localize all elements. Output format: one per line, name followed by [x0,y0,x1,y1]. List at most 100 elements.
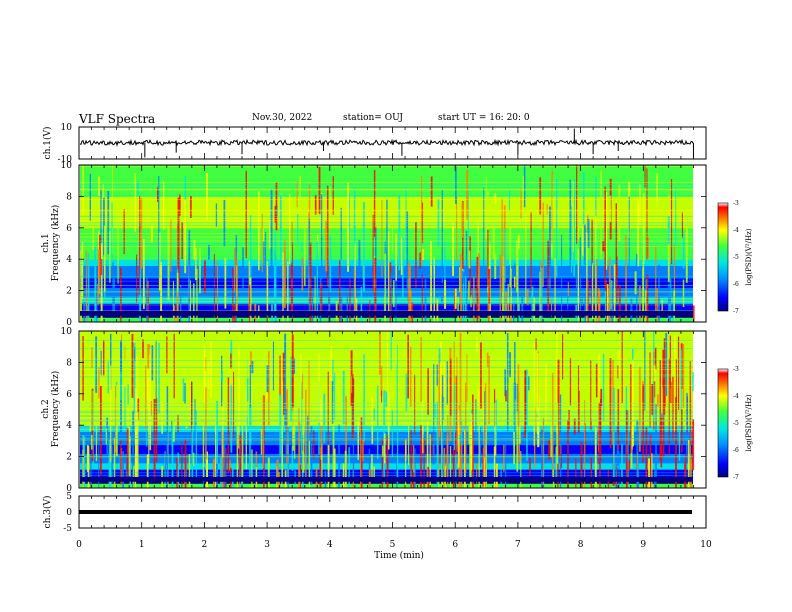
spectrogram-streak [651,453,653,488]
spectrogram-streak [239,435,242,476]
spectrogram-streak [483,187,485,270]
y-tick-label: 6 [66,224,72,234]
spectrogram-streak [149,347,152,366]
spectrogram-streak [556,403,559,470]
spectrogram-band [80,165,693,197]
spectrogram-streak [82,435,84,488]
spectrogram-streak [606,284,609,322]
colorbar-tick-label: -4 [733,393,739,400]
x-tick-label: 9 [640,540,646,550]
spectrogram-streak [98,367,100,399]
spectrogram-line [80,439,693,441]
spectrogram-streak [147,359,149,409]
spectrogram-streak [644,331,646,411]
spectrogram-streak [498,411,501,425]
spectrogram-streak [554,258,556,322]
spectrogram-streak [642,384,644,463]
spectrogram-streak [600,170,602,259]
spectrogram-streak [434,402,436,419]
spectrogram-line [80,301,693,303]
spectrogram-streak [581,293,584,306]
spectrogram-streak [514,383,517,400]
spectrogram-line [80,367,693,368]
spectrogram-streak [319,447,322,488]
spectrogram-streak [378,333,381,375]
ch2-colorbar-label: log(PSD)(V²/Hz) [745,394,753,451]
spectrogram-streak [299,176,302,219]
spectrogram-streak [648,458,651,488]
spectrogram-streak [419,252,421,269]
spectrogram-streak [95,417,98,462]
spectrogram-streak [137,398,140,421]
spectrogram-line [80,189,693,191]
spectrogram-streak [81,242,84,300]
spectrogram-streak [329,186,331,205]
spectrogram-streak [132,411,135,488]
spectrogram-streak [537,352,539,448]
spectrogram-streak [158,343,160,414]
spectrogram-streak [341,342,344,411]
spectrogram-streak [82,165,84,215]
spectrogram-streak [111,202,113,261]
ch1-spectrogram-ylabel-line1: ch.1 [41,233,51,252]
ch2-colorbar-scale [717,368,729,478]
spectrogram-line [80,276,693,277]
y-tick-label: 2 [66,453,72,463]
spectrogram-line [80,406,693,408]
spectrogram-streak [151,345,154,381]
spectrogram-streak [110,365,112,444]
spectrogram-streak [372,214,374,293]
spectrogram-streak [328,276,331,322]
spectrogram-streak [235,235,238,266]
spectrogram-streak [262,396,264,469]
spectrogram-line [80,385,693,386]
spectrogram-line [80,376,693,378]
spectrogram-streak [117,197,119,284]
spectrogram-streak [318,354,320,423]
spectrogram-streak [313,430,315,459]
spectrogram-streak [304,213,306,287]
ch2-spectrogram-image [80,331,695,489]
ch1-colorbar: -3 -4 -5 -6 -7 log(PSD)(V²/Hz) [717,200,753,315]
spectrogram-streak [102,340,105,376]
spectrogram-streak [533,343,535,446]
spectrogram-streak [535,338,537,350]
spectrogram-streak [249,404,252,445]
spectrogram-streak [557,359,560,457]
spectrogram-streak [669,265,671,322]
spectrogram-streak [660,418,663,468]
spectrogram-streak [628,460,631,472]
spectrogram-streak [459,332,462,436]
spectrogram-streak [283,240,286,308]
spectrogram-streak [188,454,191,488]
spectrogram-streak [533,297,536,322]
spectrogram-streak [609,357,612,449]
spectrogram-streak [216,463,218,488]
spectrogram-streak [120,267,122,322]
spectrogram-streak [381,438,383,488]
spectrogram-line [80,304,693,306]
spectrogram-streak [477,389,480,408]
spectrogram-streak [621,443,623,488]
spectrogram-streak [452,448,455,488]
x-tick-label: 3 [264,540,270,550]
spectrogram-streak [592,263,594,322]
spectrogram-line [80,210,693,212]
spectrogram-streak [464,430,466,488]
spectrogram-streak [645,279,648,301]
spectrogram-streak [353,188,356,261]
spectrogram-line [80,420,693,422]
spectrogram-streak [692,372,694,392]
spectrogram-line [80,296,693,297]
spectrogram-streak [233,371,235,440]
spectrogram-streak [385,391,388,407]
spectrogram-streak [525,213,527,304]
spectrogram-streak [398,194,401,271]
spectrogram-band [80,469,693,478]
spectrogram-streak [495,399,498,446]
spectrogram-streak [176,291,179,322]
spectrogram-streak [384,253,386,322]
spectrogram-streak [659,360,662,462]
spectrogram-streak [279,194,282,260]
spectrogram-streak [95,336,98,393]
